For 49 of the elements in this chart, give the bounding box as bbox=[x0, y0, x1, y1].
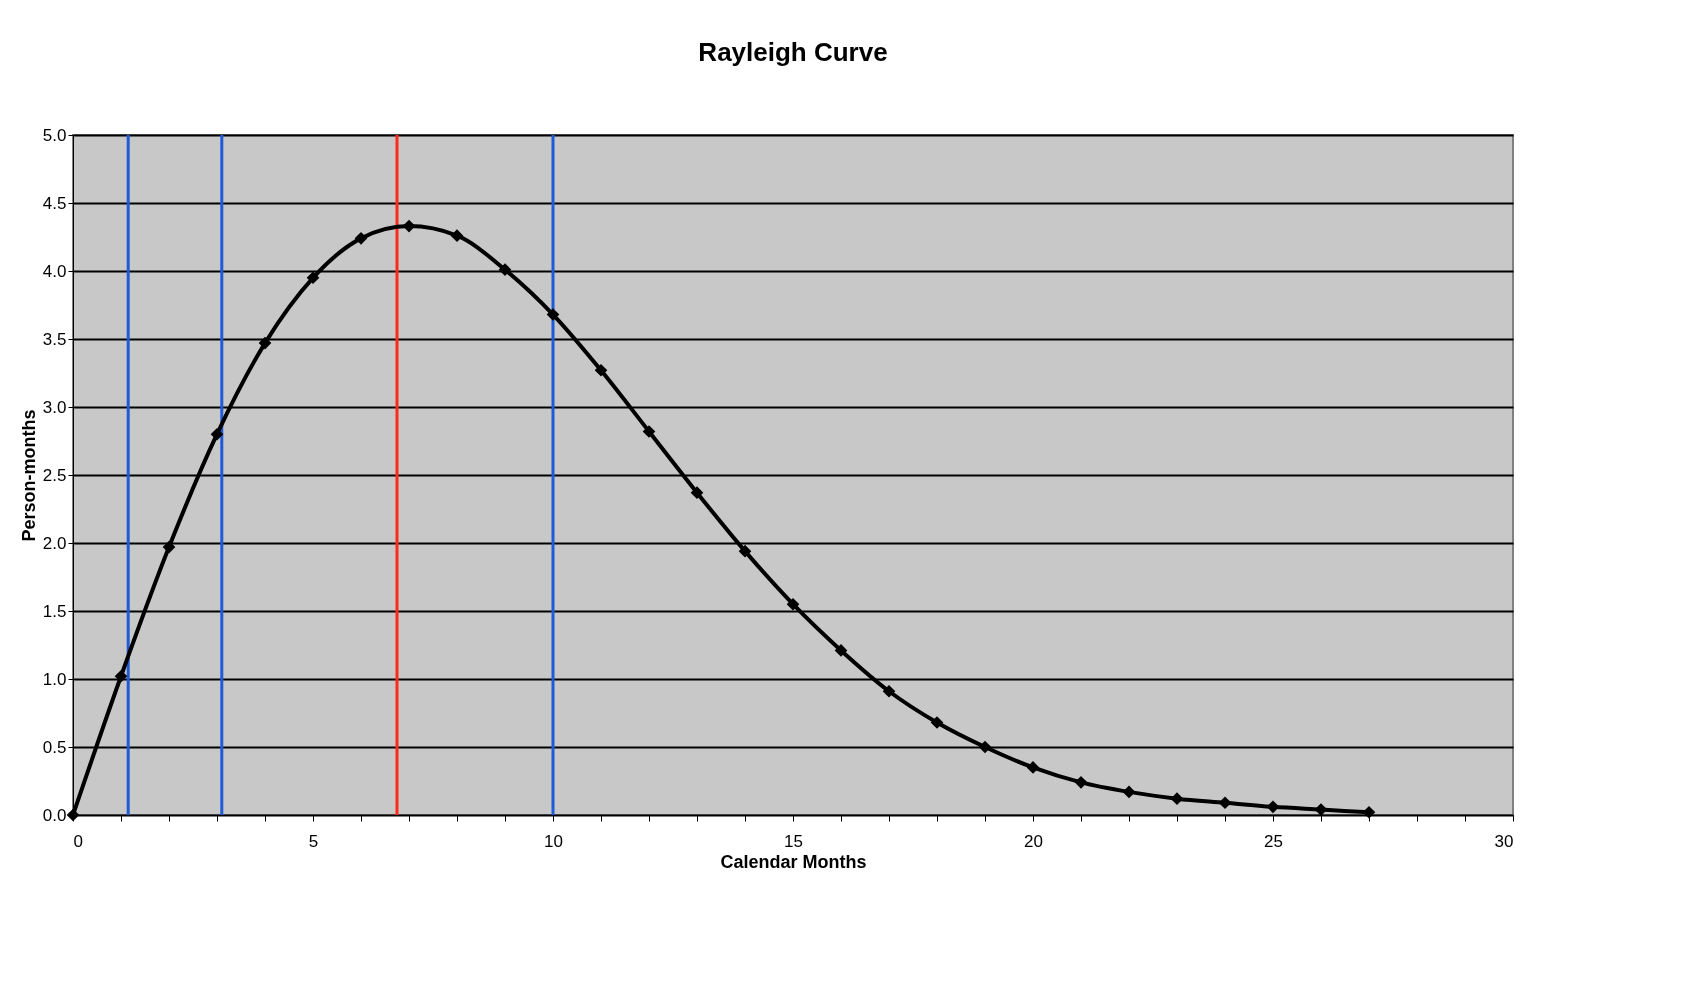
point bbox=[690, 486, 704, 499]
point bbox=[258, 336, 272, 350]
y-tick-label: 2.0 bbox=[42, 533, 67, 553]
point bbox=[546, 308, 560, 321]
chart-title: Rayleigh Curve bbox=[698, 37, 888, 67]
point bbox=[1314, 803, 1328, 816]
x-tick-label: 15 bbox=[784, 831, 803, 851]
point bbox=[498, 263, 512, 276]
point bbox=[1218, 796, 1232, 810]
point bbox=[882, 684, 896, 698]
point bbox=[930, 716, 944, 729]
point bbox=[354, 232, 368, 245]
y-tick-label: 0.0 bbox=[42, 805, 67, 825]
point bbox=[306, 271, 320, 285]
y-tick-label: 4.5 bbox=[42, 193, 67, 213]
point bbox=[642, 425, 656, 438]
point bbox=[738, 544, 752, 558]
y-tick-label: 1.0 bbox=[42, 669, 67, 689]
point bbox=[1074, 776, 1088, 789]
x-tick-label: 5 bbox=[308, 831, 319, 851]
x-tick-label: 30 bbox=[1494, 831, 1514, 851]
point bbox=[1170, 792, 1184, 805]
x-tick-label: 20 bbox=[1024, 831, 1043, 851]
point bbox=[1266, 800, 1280, 814]
point bbox=[162, 540, 176, 554]
y-tick-label: 5.0 bbox=[42, 125, 67, 145]
point bbox=[1026, 761, 1040, 774]
y-tick-label: 2.5 bbox=[42, 465, 67, 485]
point bbox=[978, 740, 992, 754]
point bbox=[834, 644, 848, 657]
y-tick-label: 3.0 bbox=[42, 397, 67, 417]
y-tick-label: 3.5 bbox=[42, 329, 67, 349]
point bbox=[1122, 785, 1136, 799]
point bbox=[786, 597, 800, 611]
point bbox=[450, 229, 464, 242]
point bbox=[402, 219, 416, 233]
point bbox=[594, 363, 608, 377]
x-tick-label: 0 bbox=[73, 831, 83, 851]
x-axis-title: Calendar Months bbox=[720, 851, 867, 872]
point bbox=[66, 808, 80, 822]
y-tick-label: 0.5 bbox=[42, 737, 67, 757]
x-tick-label: 10 bbox=[544, 831, 563, 851]
y-axis-title: Person-months bbox=[18, 409, 39, 542]
x-tick-label: 25 bbox=[1264, 831, 1283, 851]
point bbox=[1362, 805, 1376, 819]
point bbox=[210, 427, 224, 441]
y-tick-label: 1.5 bbox=[42, 601, 67, 621]
y-tick-label: 4.0 bbox=[42, 261, 67, 281]
point bbox=[114, 669, 128, 683]
